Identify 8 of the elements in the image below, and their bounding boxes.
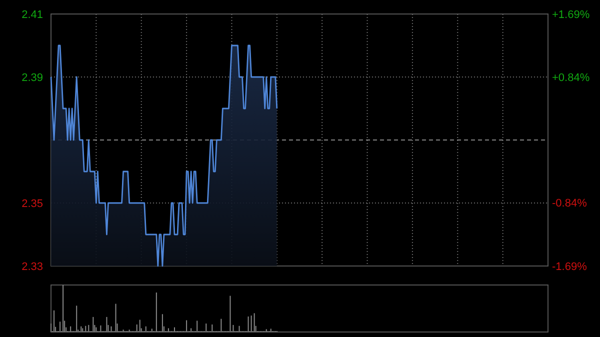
y-tick-label: 2.41 (22, 8, 43, 21)
y2-tick-label: -1.69% (552, 260, 588, 273)
y2-tick-label: +0.84% (552, 72, 590, 84)
y-tick-label: 2.39 (22, 72, 43, 84)
y2-tick-label: -0.84% (552, 197, 588, 210)
y-tick-label: 2.35 (22, 198, 43, 210)
y2-tick-label: +1.69% (552, 8, 590, 21)
y-tick-label: 2.33 (22, 260, 43, 273)
